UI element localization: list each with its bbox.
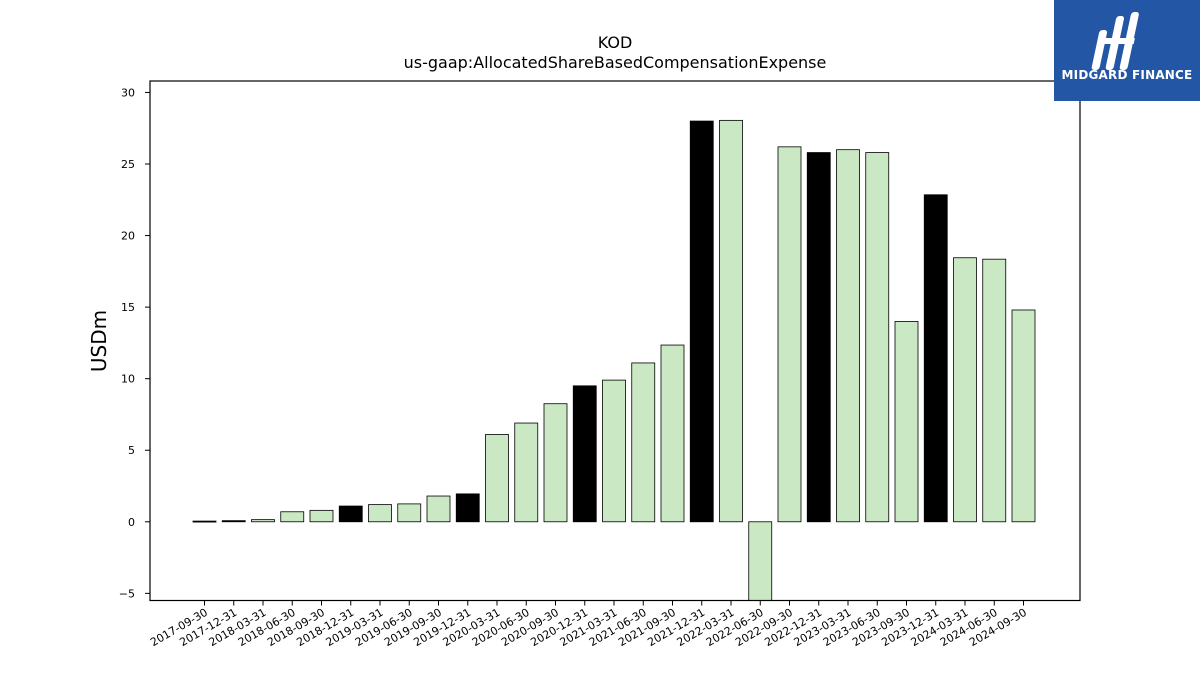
logo-text: MIDGARD FINANCE [1061, 68, 1193, 82]
x-axis: 2017-09-302017-12-312018-03-312018-06-30… [148, 600, 1029, 649]
bar-2024-06-30 [982, 258, 1007, 523]
bar-2023-12-31 [923, 194, 948, 523]
bar-2017-12-31 [221, 520, 246, 523]
y-tick-label: 10 [121, 373, 135, 386]
y-axis-label: USDm [87, 310, 111, 372]
bar-2018-12-31 [338, 505, 363, 523]
bar-2021-03-31 [602, 379, 626, 523]
bar-2018-09-30 [309, 509, 334, 523]
bar-2023-09-30 [894, 321, 919, 523]
bar-2020-12-31 [572, 385, 597, 523]
chart-subtitle: us-gaap:AllocatedShareBasedCompensationE… [404, 53, 827, 72]
y-tick-label: −5 [119, 587, 135, 600]
bar-2018-03-31 [251, 519, 275, 523]
y-tick-label: 5 [128, 444, 135, 457]
y-tick-label: 25 [121, 158, 135, 171]
y-axis: −5 0 5 10 15 20 25 30 [119, 86, 150, 600]
bar-2023-06-30 [865, 152, 890, 523]
bar-2019-06-30 [397, 503, 422, 523]
bar-2022-06-30 [748, 521, 773, 601]
bar-2023-03-31 [836, 149, 860, 523]
bar-2020-06-30 [514, 422, 539, 523]
midgard-finance-logo: MIDGARD FINANCE [1054, 0, 1200, 101]
bar-2024-03-31 [953, 257, 977, 523]
bar-2022-03-31 [719, 119, 743, 523]
bar-2020-09-30 [543, 403, 568, 523]
bar-2017-09-30 [192, 520, 217, 523]
midgard-logo-mark-icon [1091, 12, 1139, 70]
bar-2021-09-30 [660, 344, 685, 523]
bar-2021-12-31 [689, 120, 714, 523]
y-tick-label: 20 [121, 230, 135, 243]
y-tick-label: 30 [121, 86, 135, 99]
bar-2021-06-30 [631, 362, 656, 523]
y-tick-label: 0 [128, 516, 135, 529]
y-tick-label: 15 [121, 301, 135, 314]
bar-2020-03-31 [485, 434, 509, 523]
bar-2022-09-30 [777, 146, 802, 523]
bars-layer [192, 119, 1036, 601]
bar-2019-12-31 [455, 493, 480, 523]
chart-title: KOD [598, 33, 633, 52]
bar-2024-09-30 [1011, 309, 1036, 523]
plot-frame [149, 80, 1081, 602]
bar-2022-12-31 [806, 152, 831, 523]
bar-2019-03-31 [368, 504, 392, 523]
bar-2018-06-30 [280, 511, 305, 523]
bar-2019-09-30 [426, 495, 451, 523]
